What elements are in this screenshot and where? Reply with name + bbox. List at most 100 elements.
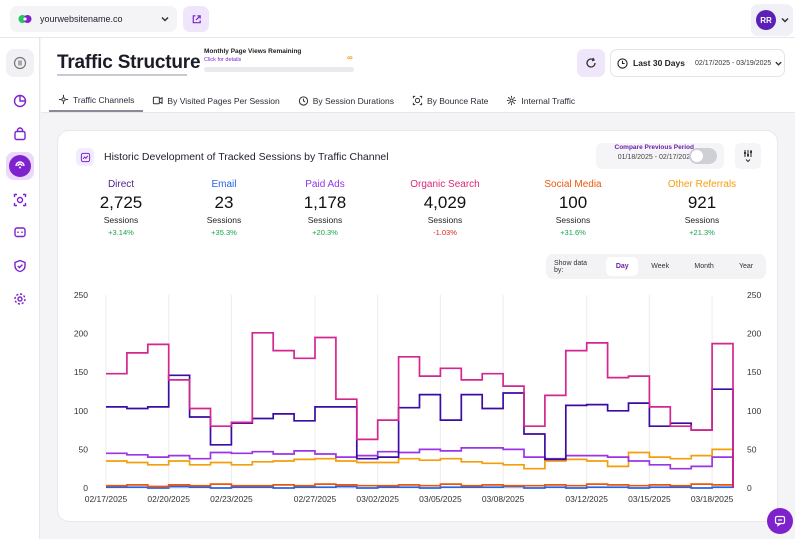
clock-icon (617, 57, 628, 69)
chevron-down-icon (781, 17, 789, 23)
compare-period: Compare Previous Period 01/18/2025 - 02/… (594, 144, 694, 161)
stat-direct: Direct 2,725 Sessions +3.14% (66, 179, 176, 237)
granularity-year-button[interactable]: Year (738, 263, 754, 270)
refresh-icon (586, 57, 596, 68)
sidebar-item-settings[interactable] (6, 285, 34, 313)
chevron-down-icon (161, 16, 169, 22)
pages-icon (153, 96, 164, 105)
x-tick-label: 02/20/2025 (147, 494, 190, 504)
tab-session-durations[interactable]: By Session Durations (289, 89, 403, 112)
tab-internal-traffic[interactable]: Internal Traffic (497, 89, 584, 112)
line-chart-icon (80, 152, 90, 162)
channels-icon (58, 94, 69, 105)
x-tick-label: 02/27/2025 (294, 494, 337, 504)
compare-period-label: Compare Previous Period (614, 144, 694, 151)
y-tick-label-right: 150 (747, 367, 761, 377)
website-name: yourwebsitename.co (40, 14, 123, 24)
date-range-picker[interactable]: Last 30 Days 02/17/2025 - 03/19/2025 (610, 49, 785, 77)
website-icon (18, 15, 32, 23)
x-tick-label: 03/05/2025 (419, 494, 462, 504)
stat-unit: Sessions (307, 215, 343, 225)
tab-label: By Bounce Rate (426, 95, 489, 106)
granularity-day-button[interactable]: Day (606, 257, 639, 276)
stat-value: 100 (558, 193, 588, 212)
y-tick-label-right: 0 (747, 483, 752, 493)
x-tick-label: 03/12/2025 (565, 494, 608, 504)
chart-settings-button[interactable] (735, 143, 761, 169)
external-link-icon (192, 14, 201, 23)
sidebar-item-ecommerce[interactable] (6, 120, 34, 148)
y-tick-label-right: 200 (747, 329, 761, 339)
open-website-button[interactable] (183, 6, 209, 32)
stat-name: Organic Search (410, 179, 480, 190)
toggle-knob (691, 150, 703, 162)
series-line-other-referrals (106, 448, 734, 488)
stat-change: +3.14% (108, 228, 134, 237)
channel-stats: Direct 2,725 Sessions +3.14% Email 23 Se… (58, 179, 779, 241)
gear-icon (14, 293, 26, 305)
chat-icon (14, 227, 26, 238)
stat-value: 2,725 (99, 193, 143, 212)
granularity-month-button[interactable]: Month (694, 263, 714, 270)
title-underline (57, 74, 187, 76)
tab-label: By Session Durations (312, 95, 394, 106)
sidebar (0, 38, 40, 539)
x-tick-label: 03/15/2025 (628, 494, 671, 504)
y-tick-label-left: 200 (74, 329, 88, 339)
sidebar-item-engagement[interactable] (6, 219, 34, 247)
sidebar-item-traffic[interactable] (6, 152, 34, 180)
refresh-button[interactable] (577, 49, 605, 77)
stat-unit: Sessions (684, 215, 720, 225)
stat-change: +20.3% (312, 228, 338, 237)
quota-progress-bar (204, 67, 354, 72)
stat-change: -1.03% (433, 228, 457, 237)
shield-icon (14, 259, 26, 273)
stat-name: Other Referrals (667, 179, 737, 190)
series-line-organic-search (106, 331, 734, 488)
x-tick-label: 02/23/2025 (210, 494, 253, 504)
sidebar-item-behavior[interactable] (6, 186, 34, 214)
date-range-label: Last 30 Days (633, 58, 685, 68)
traffic-icon (15, 161, 25, 169)
tab-visited-pages[interactable]: By Visited Pages Per Session (143, 89, 288, 112)
sliders-icon (744, 150, 752, 163)
tab-label: By Visited Pages Per Session (167, 95, 280, 106)
stat-unit: Sessions (103, 215, 139, 225)
chat-bubble-icon (774, 515, 786, 527)
x-tick-label: 03/08/2025 (482, 494, 525, 504)
stat-social-media: Social Media 100 Sessions +31.6% (518, 179, 628, 237)
page-header: Traffic Structure Monthly Page Views Rem… (41, 38, 795, 113)
x-tick-label: 03/18/2025 (691, 494, 734, 504)
stat-change: +21.3% (689, 228, 715, 237)
sidebar-collapse-button[interactable] (6, 49, 34, 77)
timer-icon (298, 96, 308, 106)
stat-unit: Sessions (427, 215, 463, 225)
quota-details-link[interactable]: Click for details (204, 57, 242, 63)
granularity-week-button[interactable]: Week (651, 263, 670, 270)
stat-email: Email 23 Sessions +35.3% (169, 179, 279, 237)
y-tick-label-left: 150 (74, 367, 88, 377)
stat-value: 921 (687, 193, 717, 212)
compare-period-toggle[interactable] (689, 148, 717, 164)
y-tick-label-left: 50 (79, 444, 89, 454)
y-tick-label-left: 250 (74, 290, 88, 300)
tab-label: Traffic Channels (73, 94, 135, 105)
sidebar-item-overview[interactable] (6, 87, 34, 115)
tab-bounce-rate[interactable]: By Bounce Rate (403, 89, 497, 112)
chevron-down-icon (775, 61, 782, 66)
stat-unit: Sessions (206, 215, 242, 225)
user-menu[interactable]: RR (751, 4, 793, 36)
website-selector[interactable]: yourwebsitename.co (10, 6, 177, 32)
chart-icon (76, 148, 94, 166)
sidebar-item-privacy[interactable] (6, 252, 34, 280)
stat-value: 1,178 (303, 193, 347, 212)
tab-traffic-channels[interactable]: Traffic Channels (49, 89, 144, 112)
bounce-icon (412, 95, 423, 106)
support-chat-button[interactable] (767, 508, 793, 534)
traffic-channel-card: Historic Development of Tracked Sessions… (57, 130, 778, 522)
quota-value: ∞ (347, 53, 353, 62)
x-tick-label: 02/17/2025 (85, 494, 128, 504)
compare-period-dates: 01/18/2025 - 02/17/2025 (617, 154, 694, 161)
card-title: Historic Development of Tracked Sessions… (104, 151, 389, 163)
granularity-selector: Show data by: Day Week Month Year (546, 254, 766, 279)
